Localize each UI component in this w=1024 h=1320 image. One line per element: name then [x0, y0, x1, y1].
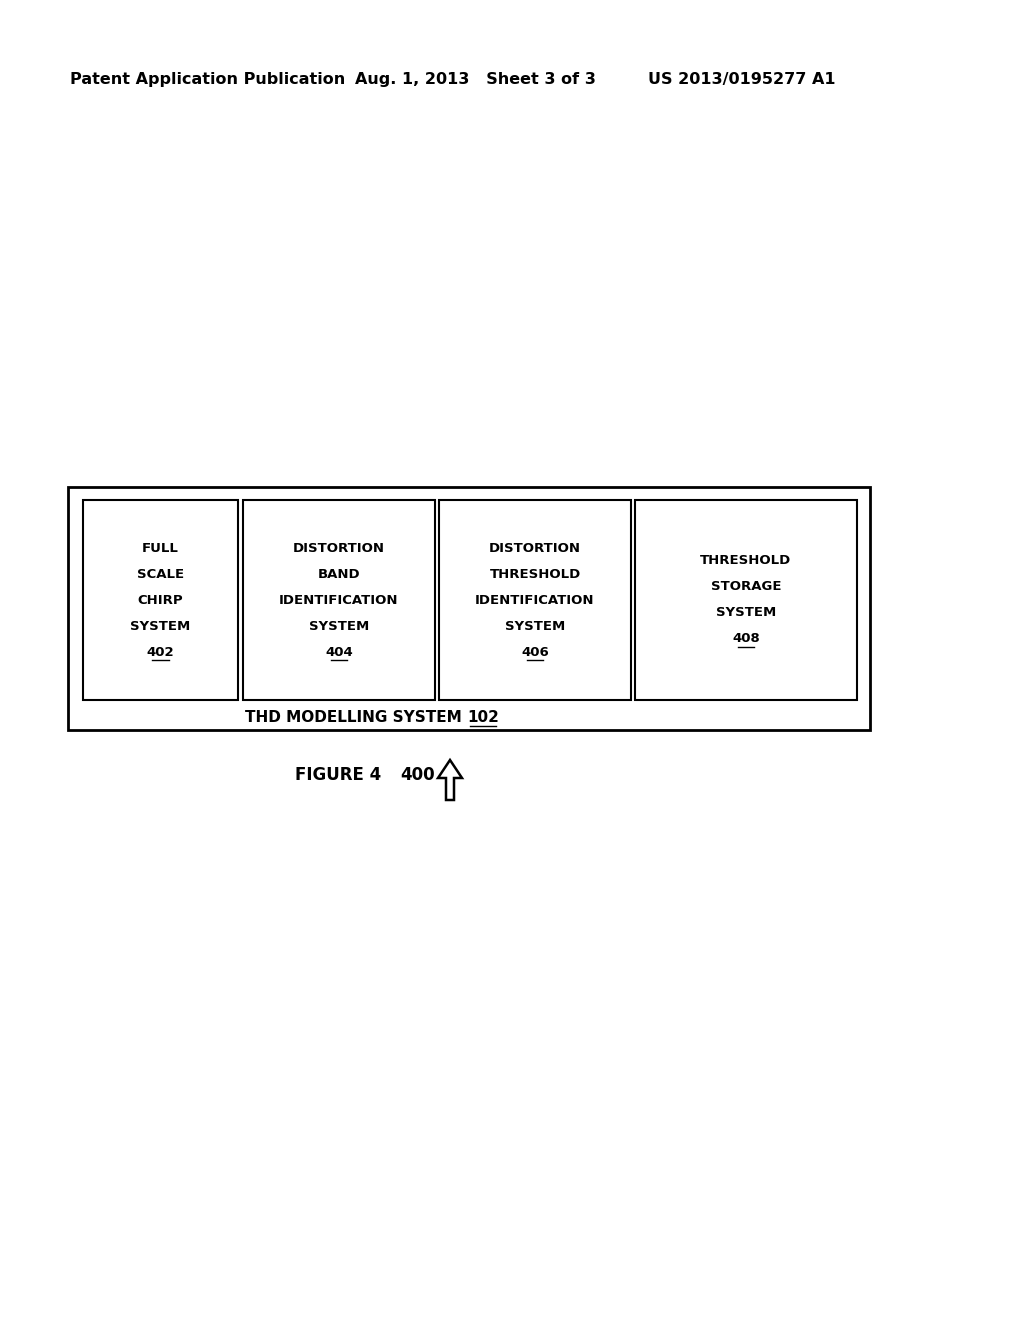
Text: FULL: FULL	[142, 541, 179, 554]
Text: CHIRP: CHIRP	[137, 594, 183, 606]
Text: SYSTEM: SYSTEM	[309, 619, 369, 632]
Text: THRESHOLD: THRESHOLD	[700, 554, 792, 568]
Text: IDENTIFICATION: IDENTIFICATION	[280, 594, 398, 606]
Text: 102: 102	[467, 710, 499, 726]
Text: Patent Application Publication: Patent Application Publication	[70, 73, 345, 87]
Text: IDENTIFICATION: IDENTIFICATION	[475, 594, 595, 606]
Text: 402: 402	[146, 645, 174, 659]
Bar	[83, 500, 238, 700]
Text: THRESHOLD: THRESHOLD	[489, 568, 581, 581]
Text: 406: 406	[521, 645, 549, 659]
Text: SYSTEM: SYSTEM	[130, 619, 190, 632]
Text: SCALE: SCALE	[137, 568, 184, 581]
Text: STORAGE: STORAGE	[711, 581, 781, 594]
Text: THD MODELLING SYSTEM: THD MODELLING SYSTEM	[245, 710, 467, 726]
Text: FIGURE 4: FIGURE 4	[295, 766, 381, 784]
Text: BAND: BAND	[317, 568, 360, 581]
Text: SYSTEM: SYSTEM	[505, 619, 565, 632]
Text: 408: 408	[732, 632, 760, 645]
Bar	[243, 500, 435, 700]
Bar	[635, 500, 857, 700]
Bar	[439, 500, 631, 700]
Text: Aug. 1, 2013   Sheet 3 of 3: Aug. 1, 2013 Sheet 3 of 3	[355, 73, 596, 87]
Text: US 2013/0195277 A1: US 2013/0195277 A1	[648, 73, 836, 87]
Text: 404: 404	[326, 645, 353, 659]
Bar	[68, 487, 870, 730]
Polygon shape	[438, 760, 462, 800]
Text: DISTORTION: DISTORTION	[293, 541, 385, 554]
Text: 400: 400	[400, 766, 434, 784]
Text: SYSTEM: SYSTEM	[716, 606, 776, 619]
Text: DISTORTION: DISTORTION	[489, 541, 581, 554]
